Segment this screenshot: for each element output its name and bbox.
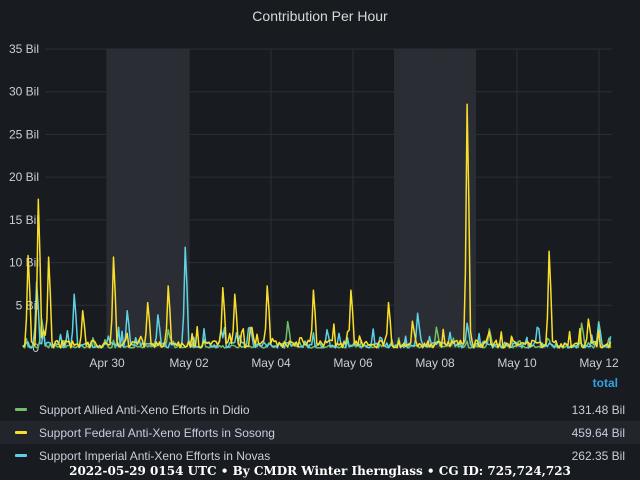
legend-item[interactable]: Support Allied Anti-Xeno Efforts in Didi… xyxy=(0,398,640,421)
y-tick-label: 35 Bil xyxy=(9,42,39,56)
y-tick-label: 20 Bil xyxy=(9,170,39,184)
x-tick-label: May 12 xyxy=(579,356,619,370)
x-tick-label: May 10 xyxy=(497,356,537,370)
legend-swatch xyxy=(15,408,27,411)
series-line-2 xyxy=(22,246,612,349)
footer-credit: 2022-05-29 0154 UTC • By CMDR Winter Ihe… xyxy=(69,464,571,478)
legend-total-header[interactable]: total xyxy=(592,376,618,390)
x-tick-label: May 04 xyxy=(251,356,291,370)
legend-series-name: Support Allied Anti-Xeno Efforts in Didi… xyxy=(39,402,250,417)
x-tick-label: Apr 30 xyxy=(89,356,125,370)
y-tick-label: 10 Bil xyxy=(9,256,39,270)
legend-swatch xyxy=(15,454,27,457)
weekend-band-0 xyxy=(107,49,189,348)
y-tick-label: 30 Bil xyxy=(9,85,39,99)
legend-series-total: 459.64 Bil xyxy=(571,425,625,440)
legend-series-total: 262.35 Bil xyxy=(571,448,625,463)
y-tick-label: 25 Bil xyxy=(9,127,39,141)
legend: Support Allied Anti-Xeno Efforts in Didi… xyxy=(0,398,640,467)
x-tick-label: May 08 xyxy=(415,356,455,370)
x-tick-label: May 06 xyxy=(333,356,373,370)
legend-item[interactable]: Support Federal Anti-Xeno Efforts in Sos… xyxy=(0,421,640,444)
series-line-1 xyxy=(22,103,612,349)
chart-title: Contribution Per Hour xyxy=(252,8,388,24)
legend-series-name: Support Imperial Anti-Xeno Efforts in No… xyxy=(39,448,271,463)
legend-series-total: 131.48 Bil xyxy=(571,402,625,417)
legend-item[interactable]: Support Imperial Anti-Xeno Efforts in No… xyxy=(0,444,640,467)
x-tick-label: May 02 xyxy=(169,356,209,370)
y-tick-label: 15 Bil xyxy=(9,213,39,227)
legend-swatch xyxy=(15,431,27,434)
legend-series-name: Support Federal Anti-Xeno Efforts in Sos… xyxy=(39,425,275,440)
